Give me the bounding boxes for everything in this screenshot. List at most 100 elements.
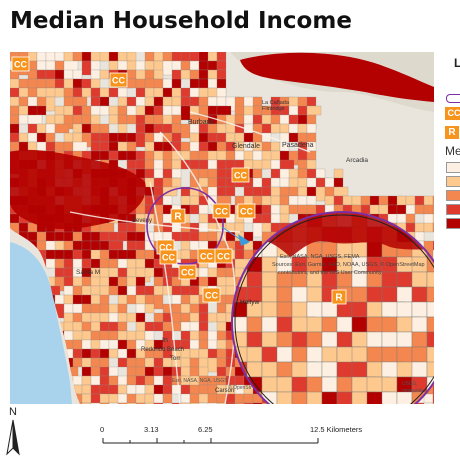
census-tract — [297, 123, 308, 134]
census-tract — [261, 141, 272, 152]
census-tract — [405, 222, 416, 233]
census-tract — [81, 375, 92, 386]
census-tract — [72, 231, 83, 242]
census-tract — [153, 168, 164, 179]
r-marker[interactable]: R — [170, 208, 186, 224]
r-marker[interactable]: R — [331, 289, 347, 305]
inset-census-tract — [291, 376, 308, 393]
census-tract — [432, 240, 434, 251]
census-tract — [90, 375, 101, 386]
label-la-canada-2: Flintridge — [262, 106, 285, 112]
census-tract — [198, 60, 209, 71]
census-tract — [81, 312, 92, 323]
community-center-marker[interactable]: CC — [214, 248, 233, 264]
census-tract — [279, 186, 290, 197]
inset-census-tract — [396, 286, 413, 303]
census-tract — [414, 222, 425, 233]
census-tract — [108, 105, 119, 116]
census-tract — [81, 348, 92, 359]
marker-label: CC — [14, 60, 27, 70]
census-tract — [117, 312, 128, 323]
community-center-marker[interactable]: CC — [159, 249, 178, 265]
census-tract — [99, 150, 110, 161]
inset-census-tract — [366, 286, 383, 303]
scale-bar: 0 3.13 6.25 12.5 Kilometers — [100, 425, 430, 455]
census-tract — [144, 52, 155, 62]
marker-label: CC — [234, 171, 247, 181]
census-tract — [153, 195, 164, 206]
census-tract — [198, 402, 209, 404]
map-frame[interactable]: Burbank La Cañada Flintridge Glendale Pa… — [10, 52, 434, 404]
census-tract — [261, 204, 272, 215]
census-tract — [189, 96, 200, 107]
marker-box — [109, 72, 128, 88]
inset-census-tract — [306, 391, 323, 404]
community-center-marker[interactable]: CC — [109, 72, 128, 88]
census-tract — [423, 402, 434, 404]
census-tract — [36, 231, 47, 242]
census-tract — [189, 52, 200, 62]
census-tract — [63, 285, 74, 296]
census-tract — [306, 150, 317, 161]
census-tract — [99, 105, 110, 116]
census-tract — [81, 249, 92, 260]
community-center-marker[interactable]: CC — [178, 264, 197, 280]
inset-census-tract — [396, 271, 413, 288]
census-tract — [342, 195, 353, 206]
census-tract — [171, 312, 182, 323]
census-tract — [234, 105, 245, 116]
map-title: Median Household Income — [10, 8, 352, 34]
marker-box — [202, 287, 221, 303]
census-tract — [99, 258, 110, 269]
community-center-marker[interactable]: CC — [202, 287, 221, 303]
census-tract — [171, 123, 182, 134]
census-tract — [216, 186, 227, 197]
census-tract — [432, 249, 434, 265]
census-tract — [90, 60, 101, 71]
census-tract — [72, 375, 83, 386]
census-tract — [63, 141, 74, 152]
marker-label: CC — [205, 291, 218, 301]
attribution-bottom: Esri, NASA, NGA, USGS — [172, 378, 228, 384]
community-center-marker[interactable]: CC — [237, 203, 256, 219]
census-tract — [54, 240, 65, 251]
census-tract — [10, 96, 20, 107]
census-tract — [297, 105, 308, 116]
census-tract — [297, 195, 308, 206]
census-tract — [234, 132, 245, 143]
census-tract — [216, 69, 227, 80]
census-tract — [72, 105, 83, 116]
community-center-marker[interactable]: CC — [197, 248, 216, 264]
census-tract — [243, 150, 254, 161]
census-tract — [279, 114, 290, 125]
label-hollywood: Hollyw — [240, 299, 259, 306]
community-center-marker[interactable]: CC — [212, 203, 231, 219]
census-tract — [54, 249, 65, 260]
community-center-marker[interactable]: CC — [11, 56, 30, 72]
census-tract — [333, 177, 344, 188]
census-tract — [324, 177, 335, 188]
census-tract — [90, 303, 101, 314]
community-center-marker[interactable]: CC — [231, 167, 250, 183]
census-tract — [126, 312, 137, 323]
census-tract — [90, 69, 101, 80]
census-tract — [180, 240, 191, 251]
census-tract — [225, 393, 236, 404]
inset-census-tract — [336, 331, 353, 348]
census-tract — [72, 294, 83, 305]
income-map[interactable]: Burbank La Cañada Flintridge Glendale Pa… — [10, 52, 434, 404]
census-tract — [117, 132, 128, 143]
census-tract — [117, 384, 128, 395]
census-tract — [432, 384, 434, 395]
census-tract — [81, 258, 92, 269]
census-tract — [144, 114, 155, 125]
census-tract — [81, 240, 92, 251]
inset-census-tract — [246, 271, 263, 288]
census-tract — [99, 366, 110, 377]
census-tract — [27, 114, 43, 125]
inset-census-tract — [381, 346, 398, 363]
census-tract — [297, 114, 308, 125]
census-tract — [54, 258, 65, 269]
census-tract — [135, 393, 146, 404]
census-tract — [153, 321, 164, 332]
